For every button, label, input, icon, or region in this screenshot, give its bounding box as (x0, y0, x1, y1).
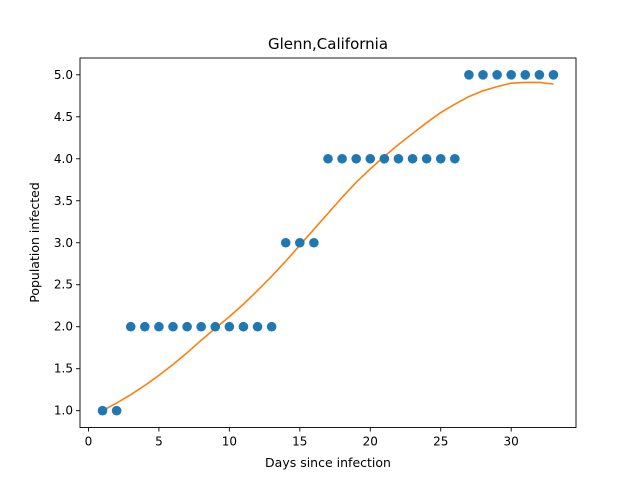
data-point (393, 153, 404, 164)
data-point (478, 69, 488, 80)
data-point (154, 321, 164, 332)
x-tick-label: 20 (363, 435, 378, 449)
data-point (111, 405, 122, 416)
data-point (238, 321, 249, 332)
data-point (351, 153, 361, 164)
x-tick-label: 0 (85, 435, 93, 449)
data-point (379, 153, 390, 164)
fit-line (102, 81, 554, 412)
y-tick-label: 5.0 (54, 68, 73, 82)
y-tick-label: 2.0 (54, 320, 73, 334)
data-point (365, 153, 376, 164)
x-tick-label: 25 (433, 435, 448, 449)
fit-line-series (102, 81, 554, 412)
y-axis-label: Population infected (27, 182, 42, 303)
data-point (224, 321, 235, 332)
data-point (534, 69, 545, 80)
y-tick-label: 1.0 (54, 404, 73, 418)
data-point (140, 321, 150, 332)
data-point (450, 153, 460, 164)
data-point (196, 321, 206, 332)
data-point (295, 237, 305, 248)
data-point (210, 321, 221, 332)
data-point (182, 321, 192, 332)
data-point (435, 153, 446, 164)
x-tick-label: 10 (222, 435, 237, 449)
data-point (464, 69, 474, 80)
data-point (323, 153, 333, 164)
y-tick-label: 4.5 (54, 110, 73, 124)
data-point (548, 69, 559, 80)
data-point (266, 321, 277, 332)
data-point (309, 237, 319, 248)
data-point (168, 321, 178, 332)
x-tick-label: 15 (292, 435, 307, 449)
x-axis-label: Days since infection (265, 455, 391, 470)
y-axis: 1.0 1.5 2.0 2.5 3.0 3.5 4.0 4.5 5.0 (54, 68, 80, 418)
y-tick-label: 4.0 (54, 152, 73, 166)
y-tick-label: 3.5 (54, 194, 73, 208)
data-point (125, 321, 136, 332)
x-tick-label: 30 (504, 435, 519, 449)
data-point (421, 153, 432, 164)
y-tick-label: 1.5 (54, 362, 73, 376)
x-tick-label: 5 (155, 435, 163, 449)
data-point (492, 69, 502, 80)
x-axis: 0 5 10 15 20 25 30 (85, 427, 519, 449)
chart-title: Glenn,California (268, 35, 388, 53)
data-point (407, 153, 418, 164)
y-tick-label: 2.5 (54, 278, 73, 292)
data-point (280, 237, 291, 248)
data-point (337, 153, 347, 164)
data-point (520, 69, 531, 80)
data-point (506, 69, 516, 80)
data-points-series (97, 69, 559, 416)
y-tick-label: 3.0 (54, 236, 73, 250)
data-point (252, 321, 263, 332)
data-point (97, 405, 108, 416)
